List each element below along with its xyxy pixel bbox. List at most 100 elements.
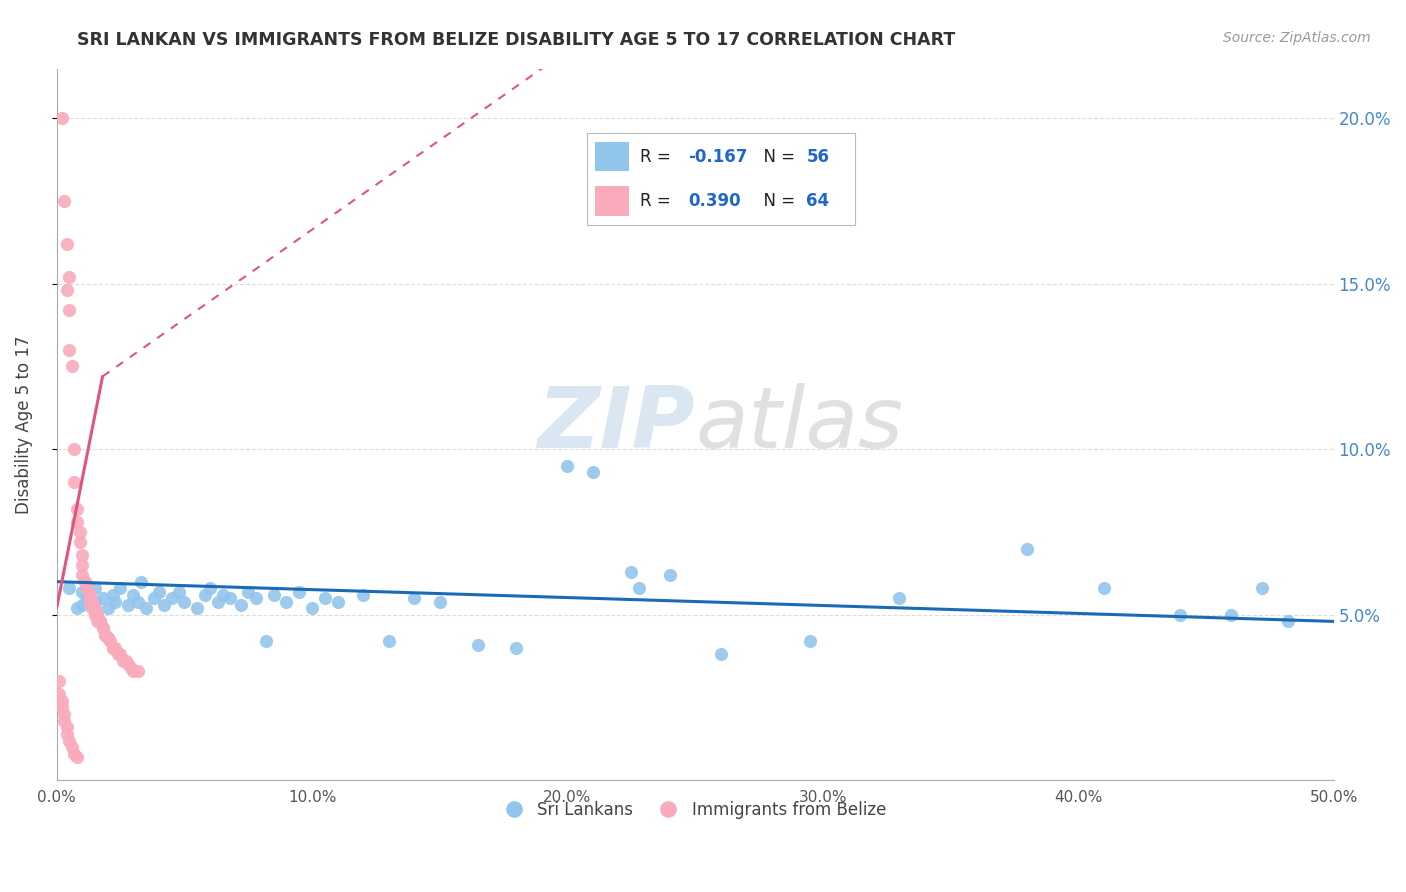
Point — [710, 648, 733, 662]
Point — [89, 615, 111, 629]
Point — [627, 582, 650, 596]
Point — [352, 588, 374, 602]
Point — [79, 588, 101, 602]
Point — [173, 594, 195, 608]
Point — [69, 524, 91, 539]
Point — [245, 591, 267, 606]
Point — [70, 584, 93, 599]
Text: Source: ZipAtlas.com: Source: ZipAtlas.com — [1223, 31, 1371, 45]
Point — [91, 591, 114, 606]
Point — [58, 343, 80, 357]
Point — [84, 582, 107, 596]
Point — [51, 700, 73, 714]
Point — [104, 594, 127, 608]
Point — [314, 591, 336, 606]
Point — [94, 627, 117, 641]
Point — [404, 591, 426, 606]
Point — [66, 750, 89, 764]
Point — [238, 584, 260, 599]
Point — [63, 475, 86, 490]
Legend: Sri Lankans, Immigrants from Belize: Sri Lankans, Immigrants from Belize — [498, 794, 893, 825]
Point — [84, 601, 107, 615]
Point — [276, 594, 298, 608]
Point — [120, 661, 142, 675]
Point — [94, 627, 117, 641]
Point — [254, 634, 277, 648]
Point — [97, 631, 120, 645]
Point — [79, 591, 101, 606]
Point — [135, 601, 157, 615]
Point — [60, 740, 83, 755]
Point — [1170, 607, 1192, 622]
Point — [91, 621, 114, 635]
Point — [58, 582, 80, 596]
Point — [101, 588, 124, 602]
Point — [288, 584, 311, 599]
Point — [98, 634, 121, 648]
Point — [91, 621, 114, 635]
Point — [129, 574, 152, 589]
Point — [1220, 607, 1243, 622]
Point — [79, 594, 101, 608]
Point — [97, 631, 120, 645]
Point — [301, 601, 323, 615]
Point — [58, 270, 80, 285]
Point — [73, 574, 96, 589]
Point — [326, 594, 349, 608]
Point — [148, 584, 170, 599]
Point — [70, 598, 93, 612]
Point — [84, 607, 107, 622]
Point — [127, 664, 149, 678]
Point — [60, 359, 83, 374]
Point — [211, 588, 233, 602]
Point — [505, 640, 527, 655]
Point — [127, 594, 149, 608]
Point — [76, 582, 98, 596]
Point — [97, 601, 120, 615]
Point — [82, 594, 104, 608]
Point — [160, 591, 183, 606]
Point — [186, 601, 208, 615]
Point — [114, 654, 136, 668]
Point — [53, 707, 76, 722]
Point — [117, 598, 139, 612]
Point — [110, 648, 132, 662]
Point — [142, 591, 165, 606]
Point — [620, 565, 643, 579]
Point — [70, 568, 93, 582]
Point — [84, 601, 107, 615]
Y-axis label: Disability Age 5 to 17: Disability Age 5 to 17 — [15, 335, 32, 514]
Point — [56, 237, 79, 252]
Point — [229, 598, 252, 612]
Point — [107, 648, 129, 662]
Point — [86, 607, 108, 622]
Point — [1251, 582, 1274, 596]
Point — [110, 582, 132, 596]
Point — [889, 591, 911, 606]
Point — [48, 687, 70, 701]
Point — [557, 458, 579, 473]
Point — [219, 591, 242, 606]
Point — [70, 558, 93, 573]
Text: ZIP: ZIP — [537, 383, 695, 466]
Point — [799, 634, 821, 648]
Point — [198, 582, 221, 596]
Point — [104, 640, 127, 655]
Point — [117, 657, 139, 672]
Point — [53, 194, 76, 208]
Point — [69, 535, 91, 549]
Point — [89, 615, 111, 629]
Point — [377, 634, 399, 648]
Point — [63, 442, 86, 457]
Point — [86, 607, 108, 622]
Point — [101, 640, 124, 655]
Point — [66, 601, 89, 615]
Point — [101, 640, 124, 655]
Point — [56, 283, 79, 297]
Point — [51, 694, 73, 708]
Text: SRI LANKAN VS IMMIGRANTS FROM BELIZE DISABILITY AGE 5 TO 17 CORRELATION CHART: SRI LANKAN VS IMMIGRANTS FROM BELIZE DIS… — [77, 31, 956, 49]
Point — [111, 654, 134, 668]
Point — [56, 720, 79, 734]
Point — [582, 466, 605, 480]
Point — [66, 515, 89, 529]
